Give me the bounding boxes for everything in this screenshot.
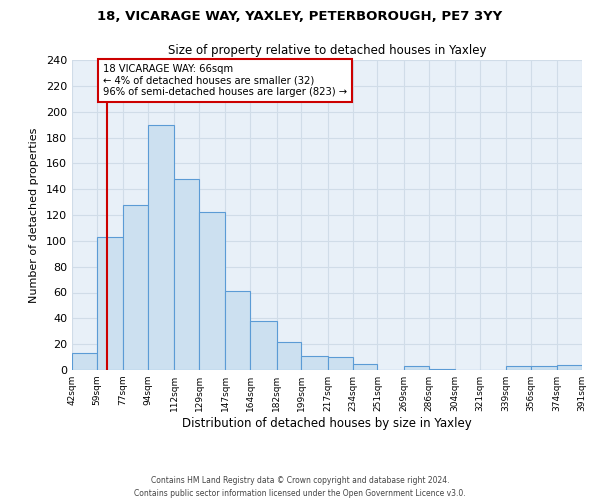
Y-axis label: Number of detached properties: Number of detached properties: [29, 128, 39, 302]
X-axis label: Distribution of detached houses by size in Yaxley: Distribution of detached houses by size …: [182, 417, 472, 430]
Bar: [353, 364, 377, 370]
Bar: [148, 124, 174, 370]
Text: Contains HM Land Registry data © Crown copyright and database right 2024.
Contai: Contains HM Land Registry data © Crown c…: [134, 476, 466, 498]
Bar: [404, 366, 428, 370]
Bar: [277, 342, 301, 370]
Bar: [226, 291, 250, 370]
Bar: [506, 366, 531, 370]
Text: 18, VICARAGE WAY, YAXLEY, PETERBOROUGH, PE7 3YY: 18, VICARAGE WAY, YAXLEY, PETERBOROUGH, …: [97, 10, 503, 23]
Bar: [328, 357, 353, 370]
Title: Size of property relative to detached houses in Yaxley: Size of property relative to detached ho…: [168, 44, 486, 58]
Bar: [301, 356, 328, 370]
Bar: [123, 204, 148, 370]
Bar: [531, 366, 557, 370]
Bar: [557, 365, 582, 370]
Bar: [174, 179, 199, 370]
Bar: [199, 212, 226, 370]
Bar: [72, 353, 97, 370]
Bar: [250, 321, 277, 370]
Bar: [97, 237, 123, 370]
Text: 18 VICARAGE WAY: 66sqm
← 4% of detached houses are smaller (32)
96% of semi-deta: 18 VICARAGE WAY: 66sqm ← 4% of detached …: [103, 64, 347, 97]
Bar: [428, 368, 455, 370]
